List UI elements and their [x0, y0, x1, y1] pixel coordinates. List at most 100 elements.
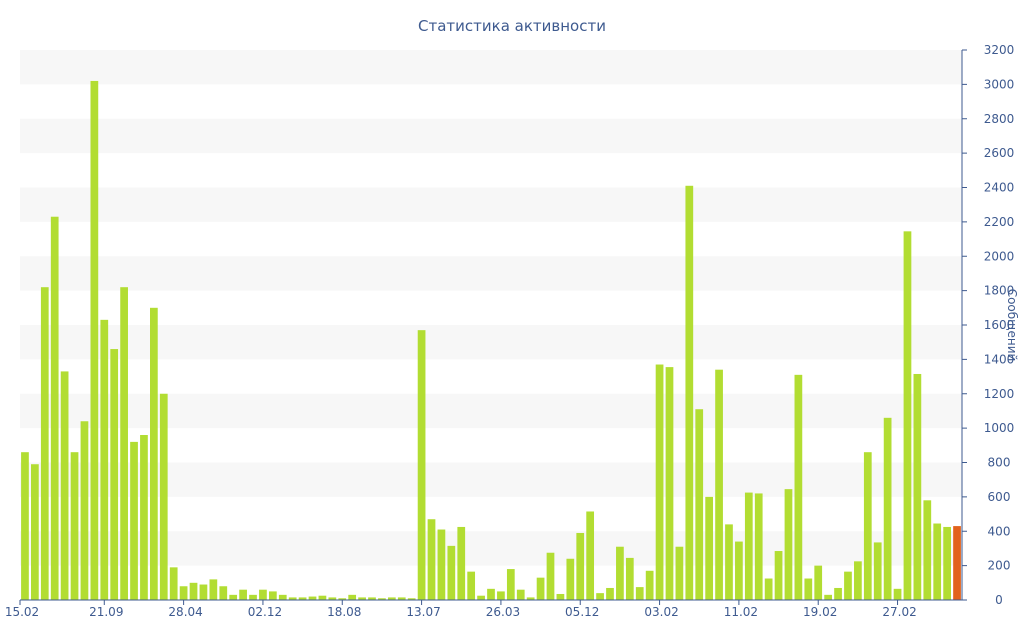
- bar[interactable]: [229, 594, 238, 600]
- bar[interactable]: [189, 582, 198, 600]
- bar[interactable]: [764, 578, 773, 600]
- bar[interactable]: [387, 597, 396, 600]
- bar[interactable]: [506, 569, 515, 600]
- bar[interactable]: [100, 319, 109, 600]
- bar[interactable]: [804, 578, 813, 600]
- bar[interactable]: [130, 441, 138, 601]
- bar[interactable]: [338, 598, 347, 600]
- bar[interactable]: [447, 545, 456, 600]
- bar[interactable]: [31, 464, 39, 600]
- bar[interactable]: [259, 589, 267, 600]
- bar[interactable]: [179, 586, 188, 600]
- bar[interactable]: [21, 452, 29, 600]
- bar[interactable]: [90, 80, 99, 600]
- bar[interactable]: [437, 529, 446, 600]
- bar[interactable]: [140, 435, 148, 600]
- bar[interactable]: [824, 594, 832, 600]
- bar[interactable]: [735, 541, 743, 600]
- bar[interactable]: [487, 588, 495, 600]
- bar[interactable]: [675, 546, 684, 600]
- bar[interactable]: [834, 587, 842, 600]
- bar[interactable]: [873, 542, 882, 600]
- x-tick-label: 15.02: [5, 605, 39, 619]
- bar[interactable]: [427, 519, 436, 600]
- bar[interactable]: [417, 330, 426, 600]
- bar[interactable]: [159, 393, 168, 600]
- bar[interactable]: [40, 287, 49, 600]
- bar[interactable]: [863, 452, 872, 600]
- bar[interactable]: [407, 598, 416, 600]
- bar[interactable]: [308, 596, 317, 600]
- bar[interactable]: [913, 373, 922, 600]
- bar[interactable]: [378, 598, 386, 600]
- bar[interactable]: [278, 594, 287, 600]
- bar[interactable]: [70, 452, 79, 600]
- bar[interactable]: [695, 409, 704, 600]
- bar[interactable]: [516, 589, 525, 600]
- bar[interactable]: [635, 587, 644, 600]
- bar[interactable]: [854, 561, 862, 600]
- bar[interactable]: [328, 597, 337, 600]
- bar[interactable]: [725, 524, 733, 601]
- bar[interactable]: [268, 591, 277, 600]
- bar[interactable]: [239, 589, 247, 600]
- y-tick-label: 600: [988, 490, 1011, 504]
- bar[interactable]: [586, 511, 595, 600]
- bar[interactable]: [784, 489, 793, 600]
- bar[interactable]: [744, 492, 753, 600]
- bar[interactable]: [199, 584, 208, 600]
- bar[interactable]: [368, 597, 376, 600]
- grid-band: [20, 462, 962, 497]
- bar[interactable]: [893, 588, 902, 600]
- bar[interactable]: [536, 577, 545, 600]
- bar[interactable]: [814, 565, 823, 601]
- bar[interactable]: [358, 597, 366, 600]
- bar[interactable]: [844, 571, 852, 600]
- bar[interactable]: [774, 551, 783, 600]
- bar-current[interactable]: [953, 526, 961, 600]
- bar[interactable]: [477, 595, 485, 600]
- bar[interactable]: [546, 552, 555, 600]
- bar[interactable]: [655, 364, 664, 600]
- bar[interactable]: [665, 367, 674, 600]
- bar[interactable]: [556, 593, 565, 600]
- bar[interactable]: [497, 591, 505, 600]
- bar[interactable]: [645, 570, 654, 600]
- bar[interactable]: [616, 546, 624, 600]
- bar[interactable]: [467, 571, 476, 600]
- bar[interactable]: [715, 369, 723, 600]
- bar[interactable]: [903, 231, 912, 600]
- bar[interactable]: [120, 287, 128, 600]
- bar[interactable]: [298, 597, 307, 600]
- bar[interactable]: [705, 496, 714, 601]
- bar[interactable]: [754, 493, 763, 600]
- bar[interactable]: [606, 587, 614, 600]
- bar[interactable]: [348, 594, 357, 600]
- bar[interactable]: [576, 532, 585, 600]
- bar[interactable]: [526, 597, 535, 600]
- x-tick-label: 28.04: [168, 605, 202, 619]
- bar[interactable]: [596, 593, 604, 601]
- bar[interactable]: [150, 307, 158, 600]
- bar[interactable]: [923, 500, 932, 600]
- bar[interactable]: [318, 595, 327, 600]
- bar[interactable]: [288, 597, 297, 600]
- bar[interactable]: [794, 374, 803, 600]
- bar[interactable]: [60, 371, 69, 600]
- bar[interactable]: [80, 421, 89, 600]
- bar[interactable]: [397, 597, 406, 600]
- bar[interactable]: [50, 216, 59, 600]
- bar[interactable]: [110, 349, 119, 600]
- bar[interactable]: [883, 417, 892, 600]
- bar[interactable]: [933, 523, 942, 600]
- bar[interactable]: [219, 586, 228, 600]
- bar[interactable]: [625, 557, 634, 600]
- bar[interactable]: [169, 567, 178, 600]
- bar[interactable]: [566, 558, 575, 600]
- bar[interactable]: [209, 579, 218, 601]
- bar[interactable]: [943, 526, 951, 600]
- bar[interactable]: [685, 185, 694, 600]
- bar[interactable]: [249, 594, 257, 600]
- bar[interactable]: [457, 526, 466, 600]
